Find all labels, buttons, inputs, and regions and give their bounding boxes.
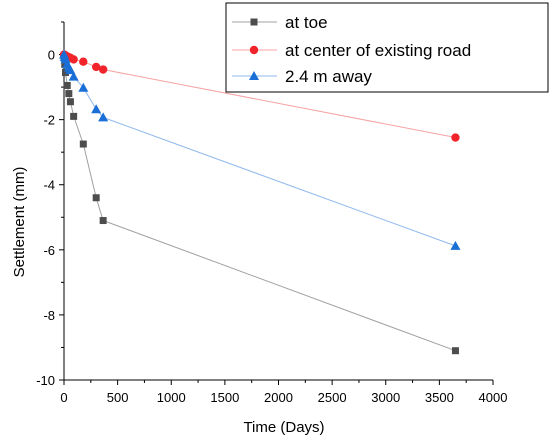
x-tick-label: 3500 <box>425 390 454 405</box>
y-axis-title: Settlement (mm) <box>11 167 28 278</box>
data-point <box>68 71 79 81</box>
y-tick-label: -6 <box>43 243 55 258</box>
y-tick-label: -4 <box>43 178 55 193</box>
legend-marker-circle <box>249 45 259 55</box>
x-tick-label: 1000 <box>157 390 186 405</box>
data-point <box>98 65 108 74</box>
legend-box <box>225 2 549 93</box>
data-point <box>92 194 100 202</box>
series-layer <box>59 49 461 355</box>
data-point <box>70 112 78 120</box>
series-line <box>63 56 456 352</box>
data-point <box>63 81 71 89</box>
y-tick-label: 0 <box>48 48 55 63</box>
x-tick-label: 1500 <box>210 390 239 405</box>
data-point <box>99 217 107 225</box>
x-tick-label: 2000 <box>264 390 293 405</box>
data-point <box>69 55 78 64</box>
data-point <box>66 98 74 106</box>
data-point <box>65 90 73 98</box>
legend: at toe at center of existing road 2.4 m … <box>225 2 549 93</box>
data-point <box>79 57 88 66</box>
data-point <box>450 240 461 250</box>
data-point <box>91 104 102 114</box>
x-axis-title: Time (Days) <box>243 419 324 436</box>
data-point <box>451 133 460 142</box>
legend-label-center: at center of existing road <box>285 41 471 60</box>
legend-label-toe: at toe <box>285 13 328 32</box>
y-tick-label: -8 <box>43 308 55 323</box>
x-tick-label: 500 <box>107 390 129 405</box>
y-tick-label: -2 <box>43 113 55 128</box>
x-tick-label: 0 <box>60 390 67 405</box>
data-point <box>62 68 70 76</box>
legend-label-away: 2.4 m away <box>285 67 372 86</box>
legend-marker-triangle <box>249 71 259 80</box>
axes: 0 500 1000 1500 2000 2500 3000 3500 4000 0 -2 -4 -6 -… <box>36 21 508 405</box>
data-point <box>98 112 109 122</box>
data-point <box>79 140 87 148</box>
data-point <box>451 347 459 355</box>
data-point <box>65 65 76 75</box>
y-tick-label: -10 <box>36 373 55 388</box>
data-point <box>78 82 89 92</box>
x-tick-label: 3000 <box>371 390 400 405</box>
x-tick-label: 2500 <box>318 390 347 405</box>
series-0 <box>60 52 459 355</box>
x-tick-label: 4000 <box>479 390 508 405</box>
series-2 <box>59 49 461 250</box>
legend-marker-square <box>250 18 258 26</box>
data-point <box>91 62 101 72</box>
